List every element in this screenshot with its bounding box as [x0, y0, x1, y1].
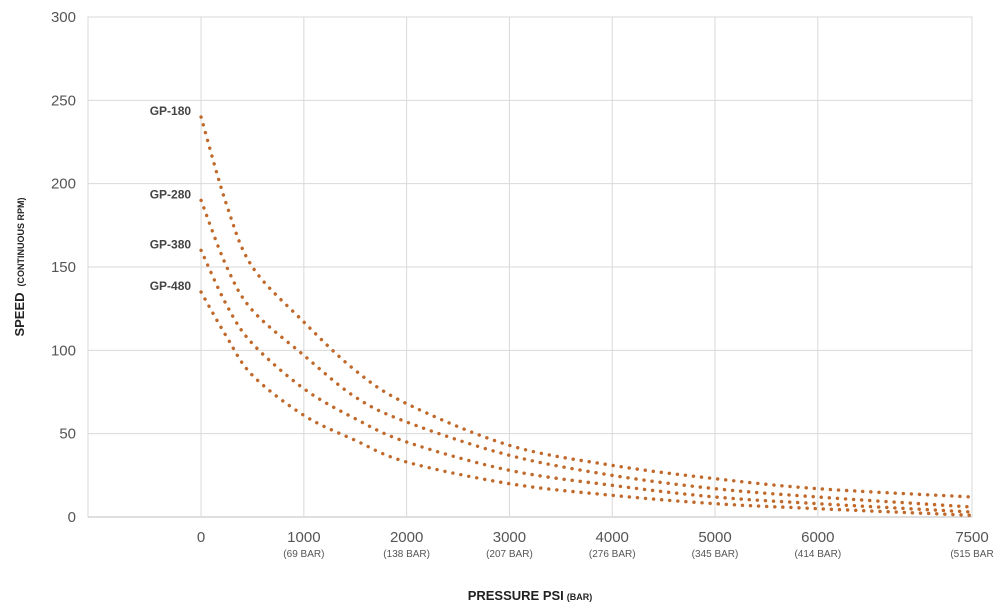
x-axis-title-unit: (BAR) [567, 592, 593, 602]
series-line-gp-380 [199, 248, 974, 514]
labels-layer: GP-180 GP-280 GP-380 GP-480 [150, 104, 192, 293]
x-tick-label: 6000 [801, 529, 834, 546]
x-tick-label: 1000 [287, 529, 320, 546]
y-axis-title-unit: (CONTINUOUS RPM) [16, 197, 26, 286]
y-tick-label: 0 [68, 509, 76, 526]
series-label-gp-180: GP-180 [150, 104, 192, 118]
y-tick-label: 150 [51, 259, 76, 276]
x-tick-sublabel: (414 BAR) [794, 549, 841, 560]
y-axis-title: SPEED (CONTINUOUS RPM) [12, 197, 27, 336]
x-tick-sublabel: (345 BAR) [692, 549, 739, 560]
x-tick-label: 0 [197, 529, 205, 546]
series-label-gp-280: GP-280 [150, 187, 192, 201]
x-tick-label: 3000 [493, 529, 526, 546]
x-tick-label: 2000 [390, 529, 423, 546]
series-layer [199, 115, 974, 518]
x-tick-label: 7500 [955, 529, 988, 546]
x-tick-label: 5000 [698, 529, 731, 546]
series-label-gp-480: GP-480 [150, 279, 192, 293]
y-tick-label: 250 [51, 92, 76, 109]
series-label-gp-380: GP-380 [150, 237, 192, 251]
x-tick-sublabel: (515 BAR [950, 549, 993, 560]
y-tick-label: 200 [51, 176, 76, 193]
y-tick-label: 50 [59, 426, 76, 443]
y-tick-label: 300 [51, 9, 76, 26]
series-line-gp-480 [199, 290, 974, 518]
x-axis-title-main: PRESSURE PSI [468, 588, 564, 603]
y-axis-title-main: SPEED [12, 292, 27, 336]
y-tick-label: 100 [51, 342, 76, 359]
x-tick-sublabel: (69 BAR) [283, 549, 324, 560]
x-tick-label: 4000 [596, 529, 629, 546]
x-axis-title: PRESSURE PSI (BAR) [468, 588, 593, 603]
series-line-gp-180 [199, 115, 974, 499]
grid [87, 16, 973, 518]
x-tick-sublabel: (207 BAR) [486, 549, 533, 560]
x-tick-sublabel: (138 BAR) [383, 549, 430, 560]
series-line-gp-280 [199, 198, 974, 509]
x-tick-sublabel: (276 BAR) [589, 549, 636, 560]
